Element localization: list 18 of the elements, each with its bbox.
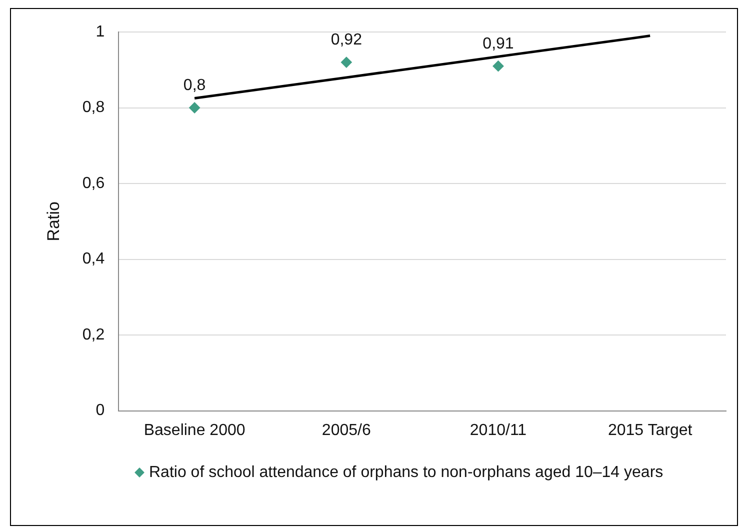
- x-tick-label: 2010/11: [470, 422, 527, 439]
- y-tick-label: 0,4: [82, 250, 105, 268]
- data-label: 0,92: [330, 32, 362, 49]
- y-tick-label: 0,2: [82, 326, 105, 344]
- data-label: 0,91: [482, 36, 514, 52]
- y-tick-label: 0: [96, 402, 105, 420]
- y-tick-label: 1: [96, 23, 105, 40]
- y-axis-title: Ratio: [44, 202, 63, 242]
- point: [340, 56, 352, 68]
- point: [492, 60, 504, 72]
- y-tick-label: 0,8: [82, 99, 105, 116]
- y-tick-label: 0,6: [82, 174, 105, 192]
- x-tick-label: 2005/6: [322, 422, 371, 439]
- point: [189, 102, 200, 114]
- data-label: 0,8: [183, 77, 206, 94]
- legend-label: Ratio of school attendance of orphans to non-orphans aged 10–14 years: [149, 463, 664, 483]
- x-tick-label: Baseline 2000: [144, 422, 246, 439]
- x-tick-label: 2015 Target: [608, 422, 693, 439]
